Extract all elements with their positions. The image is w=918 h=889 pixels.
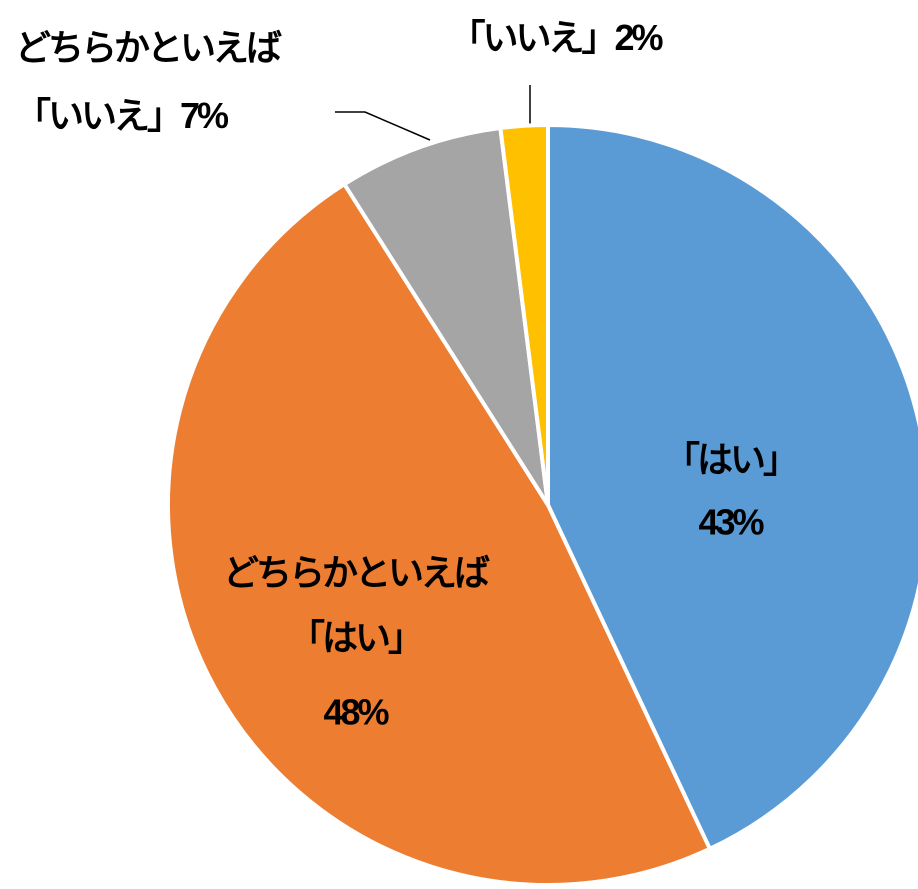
pie-slice [498,122,550,506]
category-label: どちらかといえば [15,27,282,68]
pie-slice [341,125,550,507]
slice-label: 「いいえ」2% [449,17,663,58]
slice-label: 「はい」 [664,439,796,480]
slice-label: どちらかといえば [15,27,282,68]
slice-label: 「はい」 [289,617,421,658]
slices [166,122,918,887]
value-label: 2% [614,17,663,58]
category-label: 「はい」 [289,617,421,658]
pie-slice [166,181,713,887]
leader-line [335,111,431,141]
pie-slice [546,122,918,852]
value-label: 43% [698,502,764,543]
category-label: 「いいえ」 [449,17,614,58]
category-label: 「はい」 [664,439,796,480]
slice-label: どちらかといえば [223,552,490,593]
category-label: どちらかといえば [223,552,490,593]
value-label: 7% [180,95,229,136]
slice-label: 「いいえ」7% [15,95,229,136]
category-label: 「いいえ」 [15,95,180,136]
value-label: 48% [323,692,389,733]
